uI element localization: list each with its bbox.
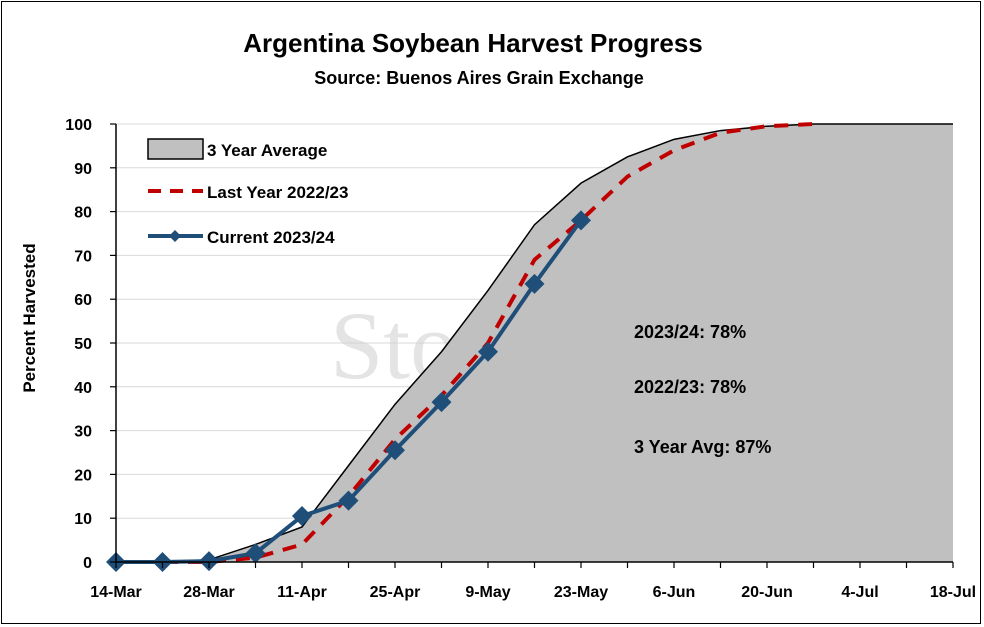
y-tick-label: 0	[83, 555, 92, 572]
marker-current-point	[338, 490, 359, 511]
chart-title: Argentina Soybean Harvest Progress	[243, 28, 703, 58]
chart-subtitle: Source: Buenos Aires Grain Exchange	[314, 68, 643, 88]
marker-current-point	[478, 341, 498, 362]
marker-current-point	[245, 543, 266, 564]
marker-current-point	[385, 440, 405, 461]
y-tick-label: 50	[74, 336, 92, 353]
annotation-current: 2023/24: 78%	[634, 322, 746, 342]
y-tick-label: 100	[65, 117, 92, 134]
y-tick-label: 10	[74, 511, 92, 528]
x-tick-label: 20-Jun	[741, 584, 793, 601]
x-tick-label: 11-Apr	[277, 584, 327, 601]
y-tick-label: 80	[74, 205, 92, 222]
area-3yr-avg	[116, 124, 953, 562]
x-tick-label: 6-Jun	[653, 584, 696, 601]
annotation-last-year: 2022/23: 78%	[634, 377, 746, 397]
y-tick-label: 40	[74, 380, 92, 397]
x-tick-label: 18-Jul	[930, 584, 976, 601]
x-tick-label: 25-Apr	[370, 584, 421, 601]
y-tick-label: 60	[74, 292, 92, 309]
legend-marker-current	[169, 230, 181, 242]
y-tick-label: 90	[74, 161, 92, 178]
y-tick-label: 20	[74, 467, 92, 484]
y-axis-label: Percent Harvested	[20, 243, 39, 392]
axes	[110, 123, 954, 568]
marker-current-point	[524, 273, 545, 294]
x-tick-label: 23-May	[554, 584, 608, 601]
legend-swatch-3yr-avg	[147, 138, 204, 160]
y-tick-label: 70	[74, 248, 92, 265]
legend: 3 Year Average Last Year 2022/23 Current…	[147, 138, 348, 247]
marker-current-point	[571, 210, 591, 231]
tick-labels: 0 10 20 30 40 50 60 70 80 90 100 14-Mar 28-Mar 11-Apr…	[65, 117, 976, 601]
legend-label-last-year: Last Year 2022/23	[207, 183, 348, 202]
legend-label-3yr-avg: 3 Year Average	[207, 141, 327, 160]
x-tick-label: 9-May	[465, 584, 510, 601]
marker-current-point	[199, 551, 219, 572]
marker-current-point	[431, 392, 452, 413]
annotation-3yr-avg: 3 Year Avg: 87%	[634, 437, 771, 457]
x-tick-label: 28-Mar	[183, 584, 235, 601]
y-tick-label: 30	[74, 424, 92, 441]
x-tick-label: 14-Mar	[90, 584, 142, 601]
marker-current-point	[292, 506, 312, 527]
x-tick-label: 4-Jul	[841, 584, 878, 601]
legend-label-current: Current 2023/24	[207, 228, 335, 247]
